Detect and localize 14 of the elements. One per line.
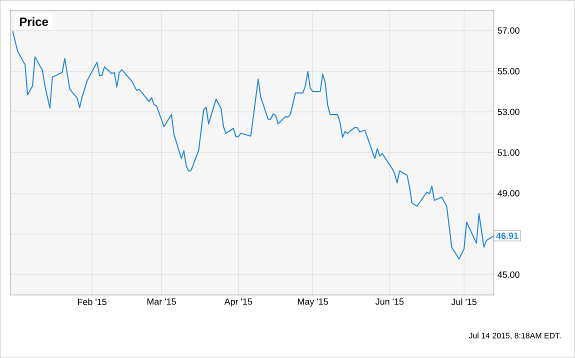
x-tick-label: Feb '15 [78,298,106,306]
chart-title: Price [20,17,48,26]
annotation: 46.91 [496,232,518,239]
y-tick-label: 51.00 [498,149,520,156]
y-tick-label: 55.00 [498,68,520,74]
y-tick-label: 53.00 [498,108,520,116]
x-tick-label: Apr '15 [224,298,252,306]
x-tick-label: Jul '15 [451,298,477,306]
x-tick-label: Mar '15 [147,298,176,305]
y-tick-label: 49.00 [498,190,520,196]
y-tick-label: 57.00 [498,27,520,34]
x-tick-label: Jun '15 [376,298,404,305]
y-tick-label: 45.00 [498,271,520,278]
x-tick-label: May '15 [298,298,328,306]
